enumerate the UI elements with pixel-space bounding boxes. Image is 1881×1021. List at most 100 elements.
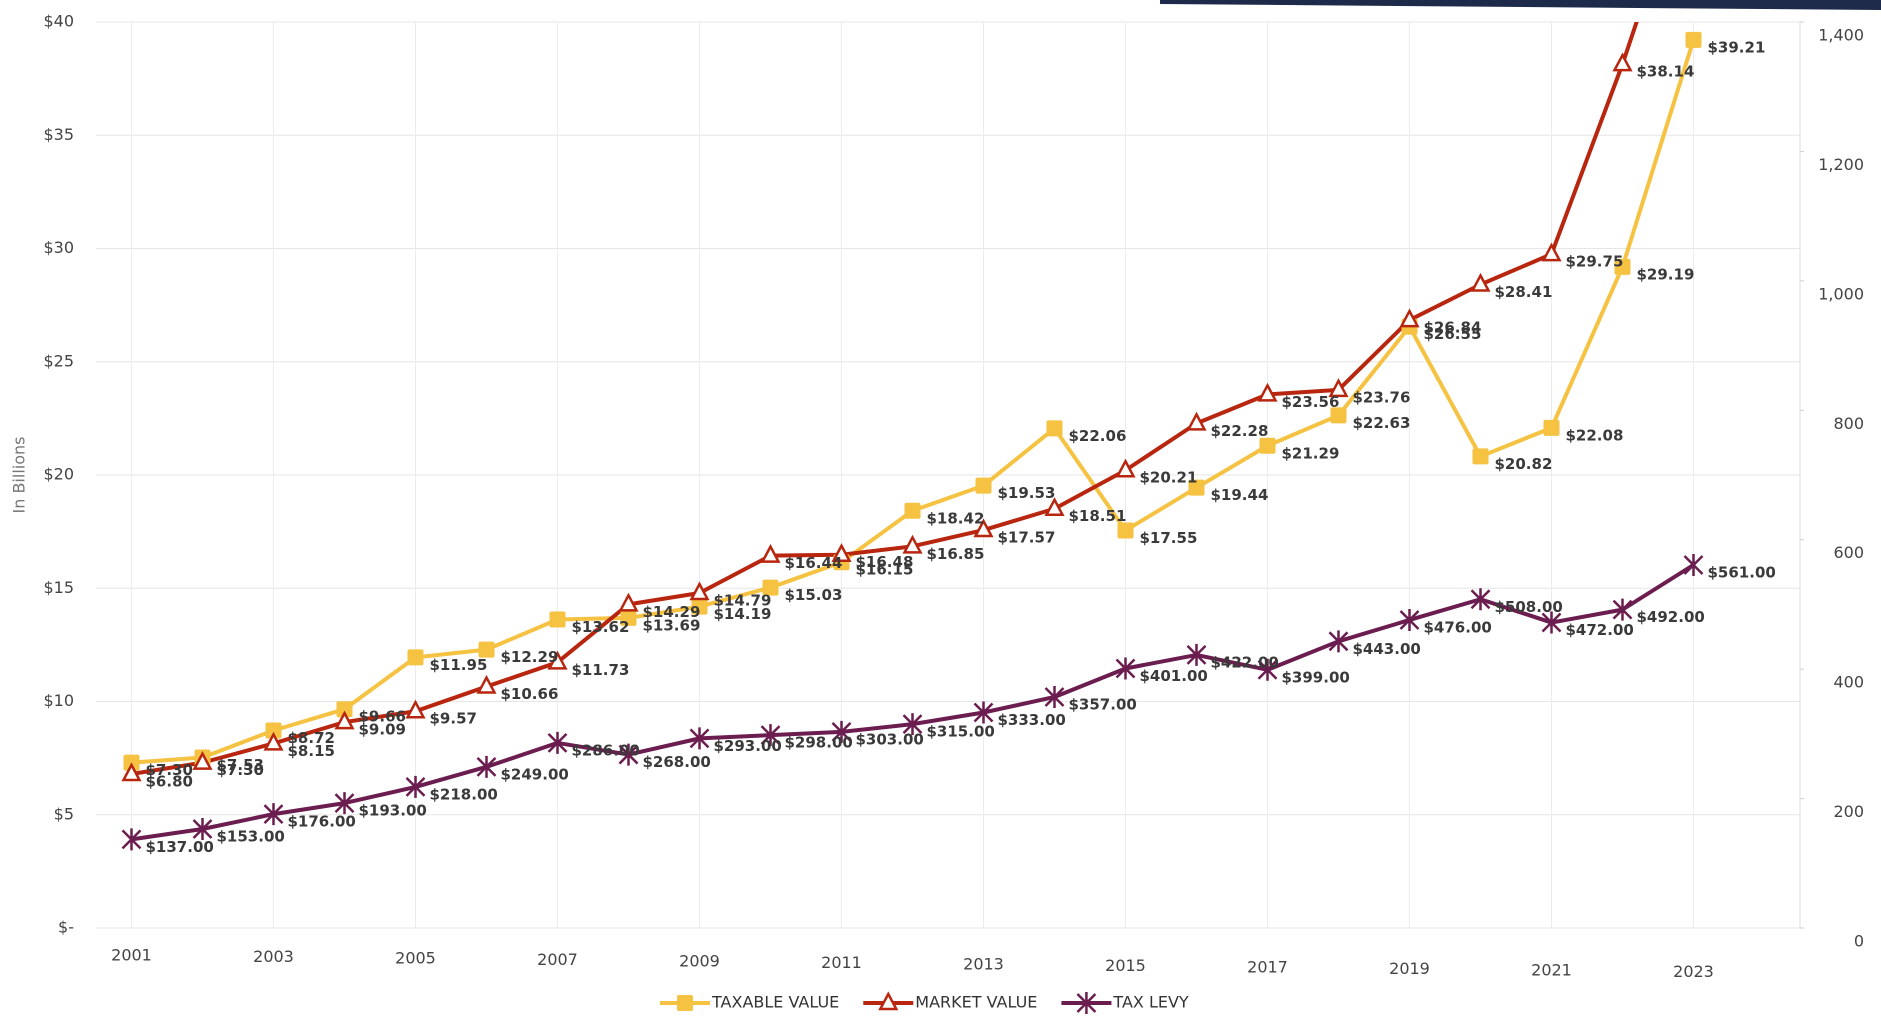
marker: [762, 579, 779, 596]
data-label: $249.00: [501, 765, 569, 783]
y2-tick-label: 0: [1854, 932, 1864, 951]
data-label: $13.69: [643, 616, 701, 634]
marker: [1543, 419, 1560, 436]
data-label: $9.66: [359, 708, 406, 726]
data-label: $20.21: [1140, 469, 1198, 487]
data-label: $286.00: [572, 741, 640, 759]
y2-tick-label: 200: [1833, 802, 1864, 821]
data-label: $137.00: [146, 838, 214, 856]
y-tick-label: $40: [43, 12, 74, 31]
data-label: $422.00: [1211, 653, 1279, 671]
data-label: $23.56: [1282, 393, 1340, 411]
x-tick-label: 2001: [111, 946, 152, 965]
y2-tick-label: 1,400: [1818, 26, 1864, 45]
data-label: $508.00: [1495, 598, 1563, 616]
marker: [760, 543, 781, 563]
y2-tick-label: 600: [1833, 543, 1864, 562]
marker: [760, 724, 781, 747]
x-tick-label: 2005: [395, 949, 436, 968]
banner: [1160, 0, 1881, 10]
marker: [192, 817, 213, 840]
marker: [973, 701, 994, 724]
marker: [1188, 479, 1205, 496]
marker: [975, 477, 992, 494]
marker: [1328, 378, 1349, 398]
marker: [263, 731, 284, 751]
marker: [405, 699, 426, 719]
marker: [691, 598, 708, 615]
data-label: $476.00: [1424, 618, 1492, 636]
marker: [265, 722, 282, 739]
marker: [407, 649, 424, 666]
y2-tick-label: 1,000: [1818, 284, 1864, 303]
marker: [1399, 308, 1420, 328]
data-label: $28.41: [1495, 283, 1553, 301]
y2-tick-label: 800: [1833, 414, 1864, 433]
data-label: $22.08: [1566, 426, 1624, 444]
x-tick-label: 2017: [1247, 958, 1288, 977]
data-label: $19.44: [1211, 486, 1269, 504]
data-label: $10.66: [501, 685, 559, 703]
x-tick-label: 2011: [821, 953, 862, 972]
marker: [1115, 458, 1136, 478]
data-label: $22.63: [1353, 414, 1411, 432]
data-label: $39.21: [1708, 38, 1766, 56]
marker: [1044, 497, 1065, 516]
marker: [1046, 420, 1063, 437]
marker: [620, 609, 637, 626]
data-label: $7.53: [217, 756, 264, 774]
legend-label: TAXABLE VALUE: [711, 993, 839, 1012]
marker: [1683, 553, 1704, 576]
marker: [476, 674, 497, 694]
data-label: $29.75: [1566, 253, 1624, 271]
data-label: $22.28: [1211, 422, 1269, 440]
data-label: $315.00: [927, 723, 995, 741]
marker: [1541, 611, 1562, 634]
marker: [1115, 657, 1136, 680]
y-tick-label: $20: [43, 465, 74, 484]
data-label: $16.44: [785, 554, 843, 572]
marker: [549, 611, 566, 628]
data-label: $14.79: [714, 592, 772, 610]
marker: [618, 592, 639, 612]
data-label: $298.00: [785, 734, 853, 752]
marker: [478, 641, 495, 658]
marker: [904, 502, 921, 519]
data-label: $22.06: [1069, 427, 1127, 445]
x-tick-label: 2003: [253, 947, 294, 966]
data-label: $176.00: [288, 813, 356, 831]
x-tick-label: 2023: [1673, 962, 1714, 981]
marker: [689, 581, 710, 601]
data-label: $12.29: [501, 648, 559, 666]
x-tick-label: 2021: [1531, 961, 1572, 980]
data-label: $303.00: [856, 730, 924, 748]
y-tick-label: $5: [54, 804, 74, 823]
marker: [1259, 437, 1276, 454]
plot-area: [121, 22, 1704, 851]
data-label: $14.29: [643, 603, 701, 621]
data-label: $8.15: [288, 742, 335, 760]
data-label: $218.00: [430, 785, 498, 803]
x-tick-label: 2007: [537, 950, 578, 969]
data-label: $15.03: [785, 586, 843, 604]
marker: [334, 792, 355, 815]
data-label: $268.00: [643, 753, 711, 771]
marker: [831, 720, 852, 743]
data-label: $16.85: [927, 545, 985, 563]
data-label: $9.09: [359, 721, 406, 739]
data-label: $9.57: [430, 710, 477, 728]
marker: [1541, 242, 1562, 262]
marker: [1685, 31, 1702, 48]
marker: [1612, 598, 1633, 621]
data-label: $18.51: [1069, 507, 1127, 525]
marker: [121, 762, 142, 782]
data-label: $17.57: [998, 529, 1056, 547]
y-tick-label: $35: [43, 125, 74, 144]
marker: [831, 543, 852, 562]
data-label: $492.00: [1637, 608, 1705, 626]
data-label: $29.19: [1637, 265, 1695, 283]
x-tick-label: 2009: [679, 952, 720, 971]
data-label: $13.62: [572, 618, 630, 636]
data-label: $561.00: [1708, 563, 1776, 581]
